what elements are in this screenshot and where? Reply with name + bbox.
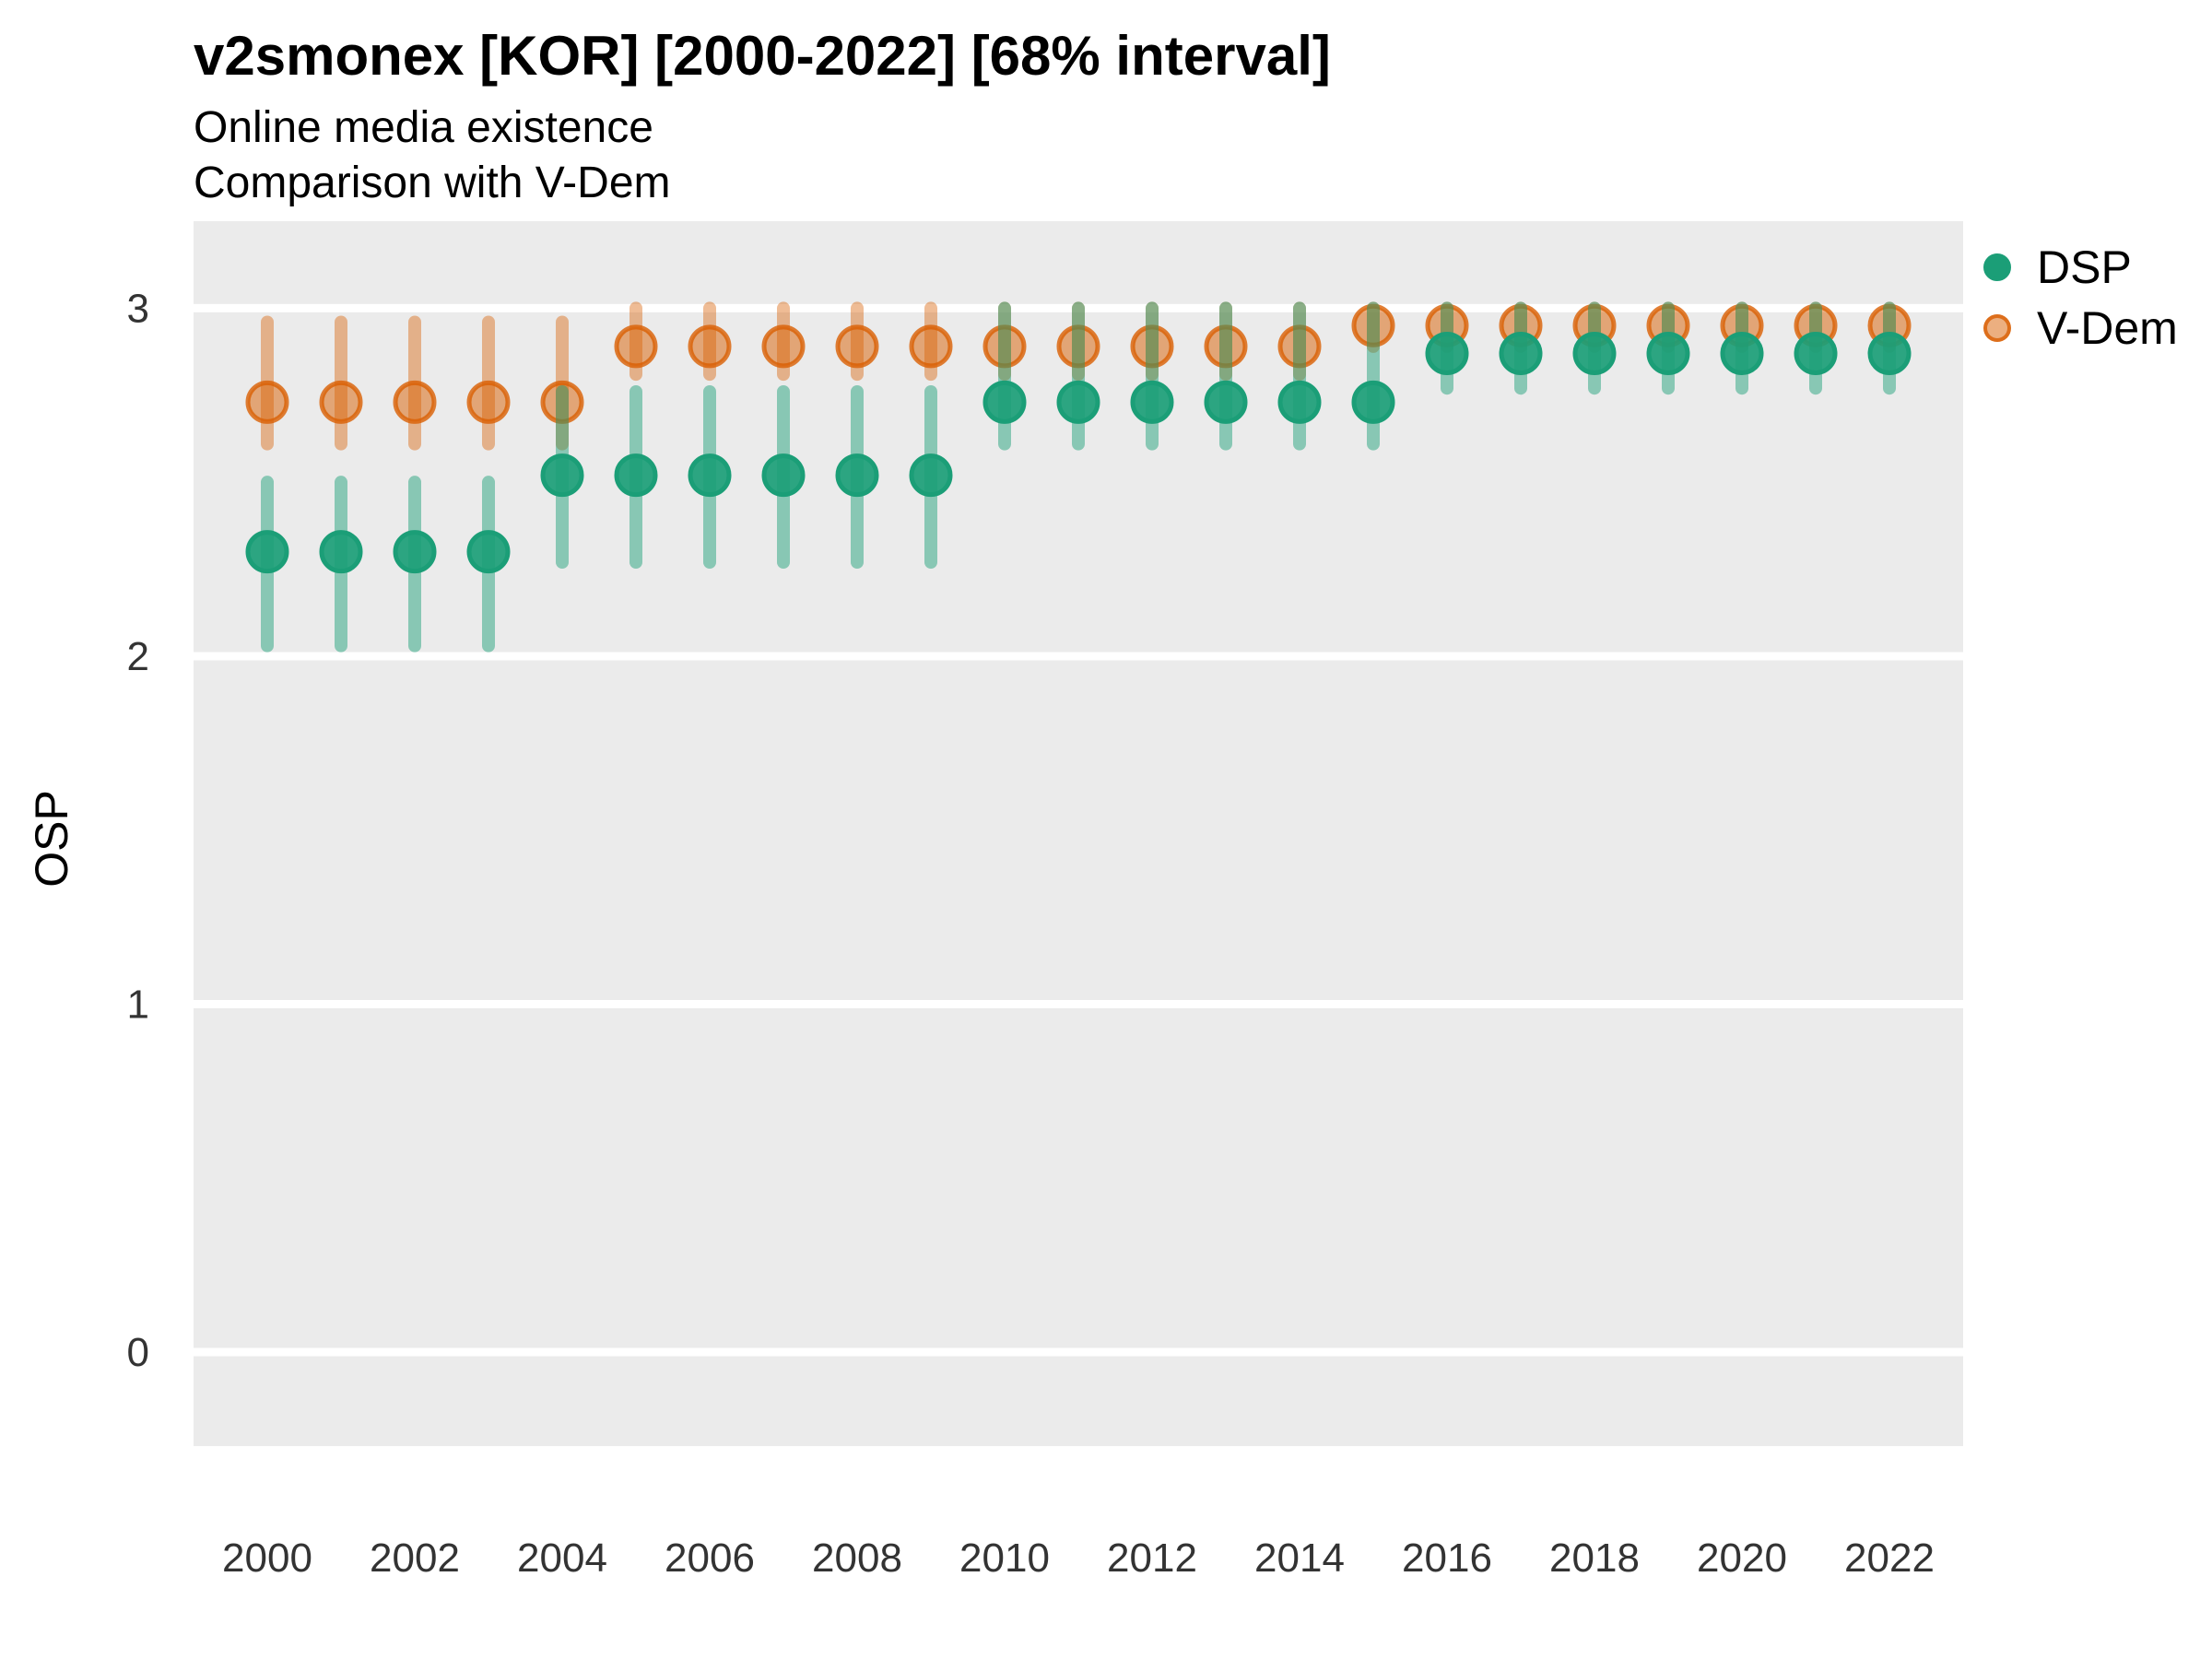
x-tick-label: 2002: [370, 1535, 460, 1581]
legend: DSP V-Dem: [1983, 241, 2178, 369]
data-point: [1794, 331, 1838, 375]
data-point: [761, 453, 806, 498]
legend-dsp-dot-icon: [1983, 253, 2011, 281]
data-point: [1130, 324, 1174, 369]
legend-item-vdem: V-Dem: [1983, 302, 2178, 354]
series-dsp: [245, 301, 1912, 653]
x-tick-label: 2022: [1844, 1535, 1935, 1581]
data-point: [1056, 380, 1100, 424]
data-point: [688, 453, 732, 498]
legend-label-dsp: DSP: [2037, 241, 2132, 293]
chart-title: v2smonex [KOR] [2000-2022] [68% interval…: [194, 25, 1331, 87]
data-point: [1277, 380, 1322, 424]
data-point: [835, 324, 879, 369]
x-tick-label: 2000: [222, 1535, 312, 1581]
data-point: [393, 530, 437, 574]
data-point: [982, 380, 1027, 424]
data-point: [1425, 331, 1469, 375]
data-point: [393, 380, 437, 424]
data-point: [245, 380, 289, 424]
data-point: [245, 530, 289, 574]
data-point: [466, 380, 511, 424]
data-point: [688, 324, 732, 369]
x-tick-label: 2006: [665, 1535, 755, 1581]
data-point: [1572, 331, 1617, 375]
data-point: [1130, 380, 1174, 424]
data-point: [1351, 303, 1395, 347]
data-point: [835, 453, 879, 498]
data-point: [1204, 380, 1248, 424]
data-point: [540, 453, 584, 498]
panel-background: [194, 221, 1963, 1446]
data-point: [1499, 331, 1543, 375]
x-tick-label: 2010: [959, 1535, 1050, 1581]
data-point: [1351, 380, 1395, 424]
data-point: [614, 324, 658, 369]
x-tick-label: 2014: [1254, 1535, 1345, 1581]
y-tick-label: 0: [127, 1330, 149, 1375]
x-tick-label: 2018: [1549, 1535, 1640, 1581]
data-point: [909, 324, 953, 369]
x-tick-label: 2016: [1402, 1535, 1492, 1581]
y-tick-label: 1: [127, 982, 149, 1028]
y-tick-label: 2: [127, 634, 149, 679]
data-point: [319, 530, 363, 574]
x-tick-label: 2008: [812, 1535, 902, 1581]
x-tick-label: 2004: [517, 1535, 607, 1581]
data-point: [909, 453, 953, 498]
y-tick-label: 3: [127, 286, 149, 331]
chart-header: v2smonex [KOR] [2000-2022] [68% interval…: [194, 24, 1331, 211]
legend-label-vdem: V-Dem: [2037, 302, 2178, 354]
x-tick-label: 2012: [1107, 1535, 1197, 1581]
data-point: [540, 380, 584, 424]
x-tick-label: 2020: [1697, 1535, 1787, 1581]
data-point: [319, 380, 363, 424]
data-point: [1056, 324, 1100, 369]
chart-subtitle-line2: Comparison with V-Dem: [194, 159, 671, 207]
data-point: [1720, 331, 1764, 375]
data-point: [466, 530, 511, 574]
data-point: [1277, 324, 1322, 369]
data-point: [982, 324, 1027, 369]
legend-vdem-dot-icon: [1983, 314, 2011, 342]
data-point: [1646, 331, 1690, 375]
legend-item-dsp: DSP: [1983, 241, 2178, 293]
data-point: [761, 324, 806, 369]
chart-subtitle-line1: Online media existence: [194, 103, 653, 152]
data-point: [1204, 324, 1248, 369]
data-point: [614, 453, 658, 498]
data-point: [1867, 331, 1912, 375]
